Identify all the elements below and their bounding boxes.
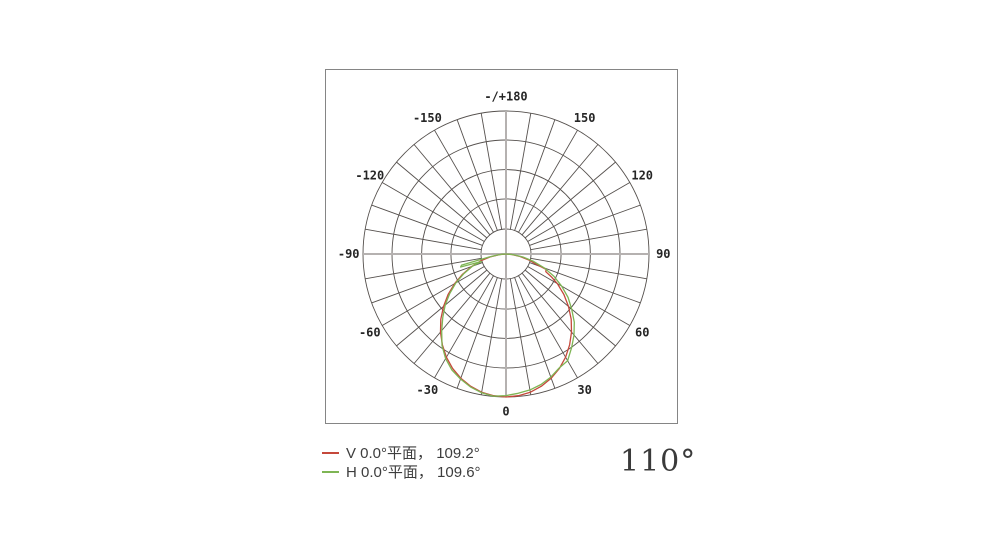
legend: V 0.0°平面， 109.2° H 0.0°平面， 109.6°: [322, 443, 481, 481]
polar-chart-svg: -/+180 150 120 90 60 30 0 -30 -60 -90 -120 -150: [338, 90, 671, 419]
angle-label: 30: [577, 383, 591, 397]
angle-label: -90: [338, 247, 360, 261]
polar-spoke: [518, 275, 578, 379]
legend-item: H 0.0°平面， 109.6°: [322, 462, 481, 481]
angle-label: -150: [413, 111, 442, 125]
polar-spoke: [514, 277, 556, 389]
polar-spoke: [396, 161, 488, 239]
angle-label: 150: [574, 111, 596, 125]
polar-spoke: [524, 161, 616, 239]
angle-label: -120: [355, 168, 384, 182]
polar-spoke: [530, 257, 647, 280]
polar-spoke: [524, 269, 616, 347]
polar-chart-panel: -/+180 150 120 90 60 30 0 -30 -60 -90 -120 -150: [325, 69, 678, 424]
angle-label: 90: [656, 247, 670, 261]
polar-spoke: [521, 272, 599, 364]
polar-spoke: [527, 266, 631, 326]
polar-spoke: [514, 119, 556, 231]
polar-spoke: [413, 272, 491, 364]
polar-spoke: [365, 228, 482, 251]
polar-spoke: [396, 269, 488, 347]
series-curve-H: [441, 253, 575, 397]
angle-label: -60: [359, 326, 381, 340]
legend-swatch-line: [322, 451, 339, 454]
polar-spoke: [529, 204, 641, 246]
polar-spoke: [371, 262, 483, 304]
polar-spoke: [371, 204, 483, 246]
polar-spoke: [381, 266, 485, 326]
polar-spoke: [518, 129, 578, 233]
polar-spoke: [530, 228, 647, 251]
polar-spoke: [527, 182, 631, 242]
angle-label: -/+180: [484, 90, 527, 104]
polar-spoke: [509, 113, 532, 230]
polar-spoke: [521, 144, 599, 236]
legend-label: H 0.0°平面， 109.6°: [346, 464, 481, 481]
polar-spoke: [413, 144, 491, 236]
polar-spoke: [529, 262, 641, 304]
angle-label: 60: [635, 326, 649, 340]
polar-spoke: [456, 119, 498, 231]
angle-label: 0: [502, 404, 509, 418]
legend-swatch-line: [322, 470, 339, 473]
series-curve-V: [439, 253, 573, 398]
polar-spoke: [434, 275, 494, 379]
polar-spoke: [456, 277, 498, 389]
average-beam-angle: 110°: [620, 444, 697, 479]
polar-spoke: [434, 129, 494, 233]
legend-label: V 0.0°平面， 109.2°: [346, 445, 480, 462]
polar-spoke: [381, 182, 485, 242]
polar-spoke: [480, 278, 503, 395]
angle-label: 120: [631, 168, 653, 182]
polar-spoke: [509, 278, 532, 395]
polar-spoke: [365, 257, 482, 280]
polar-spoke: [480, 113, 503, 230]
legend-item: V 0.0°平面， 109.2°: [322, 443, 481, 462]
angle-label: -30: [417, 383, 439, 397]
